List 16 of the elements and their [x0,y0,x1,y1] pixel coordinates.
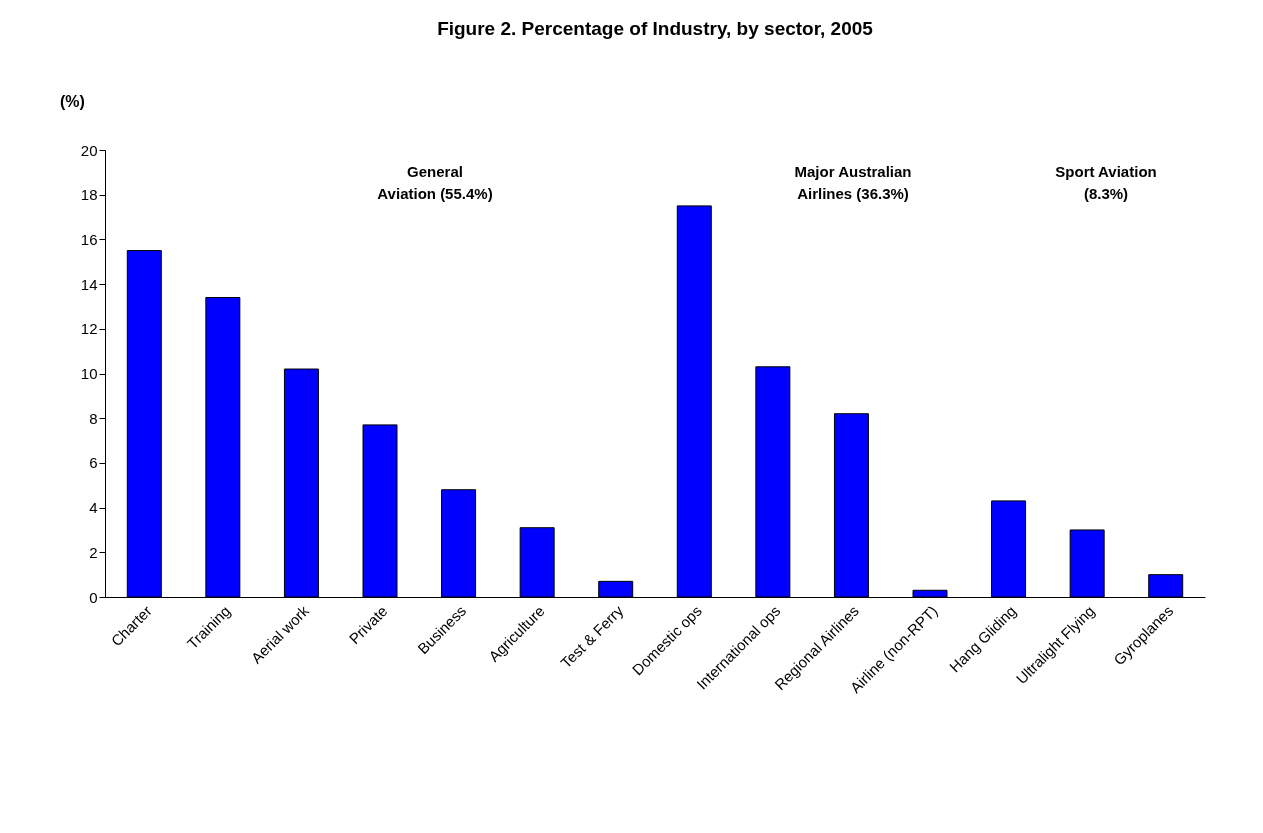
y-tick-label: 14 [80,275,98,293]
y-tick-label: 12 [80,320,98,338]
y-axis-title: (%) [60,93,85,110]
annotation: Major Australian Airlines (36.3%) [794,163,912,202]
y-tick-label: 20 [80,141,98,159]
y-tick-label: 8 [89,409,98,427]
annotation: Sport Aviation (8.3%) [1055,163,1157,202]
y-tick-label: 0 [89,588,98,606]
y-tick-label: 18 [80,186,98,204]
y-tick-label: 16 [80,230,98,248]
chart-title: Figure 2. Percentage of Industry, by sector, 2005 [437,18,874,39]
y-tick-label: 4 [89,499,98,517]
y-tick-label: 2 [89,543,98,561]
y-tick-label: 6 [89,454,98,472]
annotation: General Aviation (55.4%) [377,163,493,202]
y-tick-label: 10 [80,365,98,382]
